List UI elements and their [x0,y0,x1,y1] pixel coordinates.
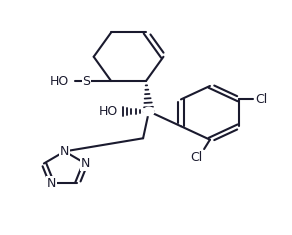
Text: S: S [82,74,91,88]
Circle shape [144,107,154,116]
Text: HO: HO [50,74,69,88]
Text: Cl: Cl [255,93,267,106]
Text: Cl: Cl [190,151,203,164]
Text: HO: HO [99,105,118,118]
Text: N: N [60,145,69,158]
Text: N: N [81,157,90,170]
Text: N: N [47,176,57,190]
